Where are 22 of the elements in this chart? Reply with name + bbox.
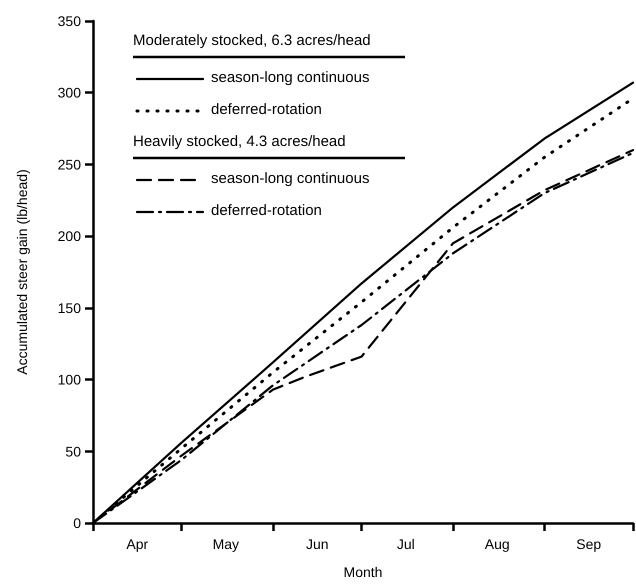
y-tick-label: 0 bbox=[73, 515, 82, 531]
y-axis-title: Accumulated steer gain (lb/head) bbox=[14, 169, 30, 375]
y-tick-label: 200 bbox=[58, 228, 82, 244]
y-tick-label: 350 bbox=[58, 13, 82, 29]
x-axis-title: Month bbox=[344, 564, 382, 580]
y-tick-label: 100 bbox=[58, 372, 82, 388]
legend-label: season-long continuous bbox=[211, 69, 370, 86]
y-tick-label: 250 bbox=[58, 156, 82, 172]
y-tick-label: 50 bbox=[65, 443, 82, 460]
x-tick-label: May bbox=[212, 536, 240, 552]
legend-label: deferred-rotation bbox=[211, 202, 322, 219]
x-tick-label: Jun bbox=[306, 536, 329, 552]
legend-label: deferred-rotation bbox=[211, 101, 322, 118]
x-tick-label: Aug bbox=[484, 536, 510, 552]
x-tick-label: Jul bbox=[396, 536, 415, 552]
annotation: Moderately stocked, 6.3 acres/head bbox=[133, 32, 371, 49]
annotation: Heavily stocked, 4.3 acres/head bbox=[133, 133, 346, 150]
y-tick-label: 300 bbox=[58, 84, 82, 101]
x-tick-label: Apr bbox=[126, 536, 148, 552]
x-tick-label: Sep bbox=[576, 536, 602, 552]
legend-label: season-long continuous bbox=[211, 170, 370, 187]
y-tick-label: 150 bbox=[58, 300, 82, 316]
